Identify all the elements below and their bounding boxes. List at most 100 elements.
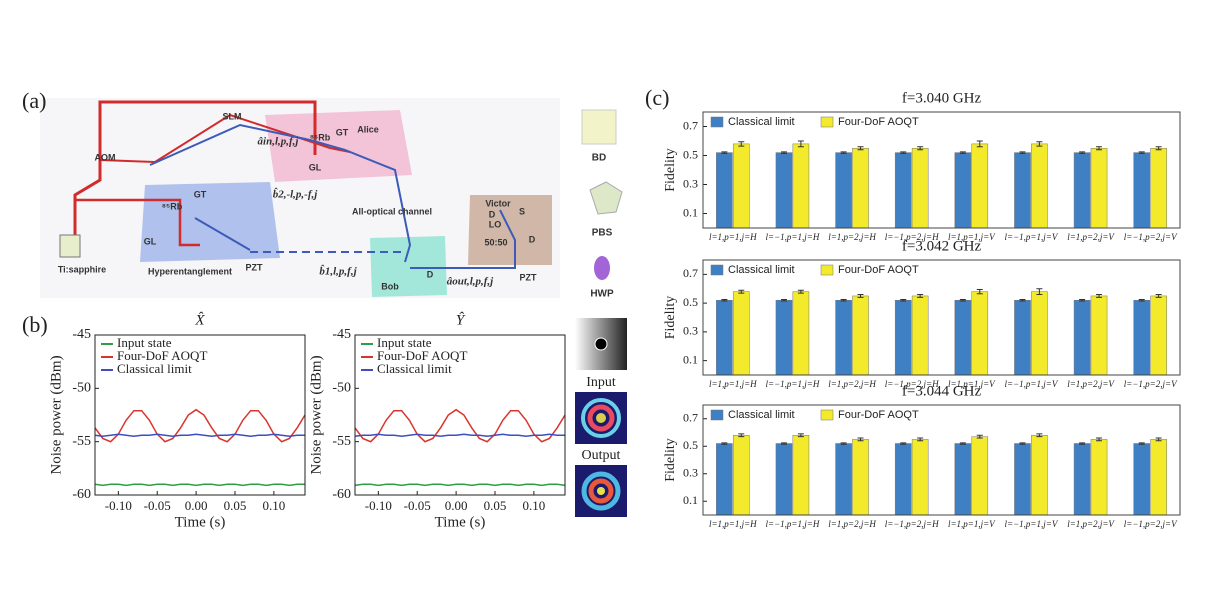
x-tick-label: l=1,p=1,j=H xyxy=(709,519,757,529)
x-tick-label: l=1,p=1,j=H xyxy=(709,379,757,389)
error-bar xyxy=(1019,151,1026,154)
diagram-label: SLM xyxy=(223,111,242,121)
y-tick-label: 0.7 xyxy=(683,118,698,132)
plot-frame xyxy=(354,334,566,496)
bar xyxy=(1150,148,1167,229)
bob-region xyxy=(370,236,447,297)
error-bar xyxy=(976,288,983,295)
bd-icon xyxy=(581,109,617,145)
bar xyxy=(971,143,989,229)
bar xyxy=(1150,439,1167,516)
diagram-label: 50:50 xyxy=(484,237,507,247)
y-tick-label: 0.1 xyxy=(683,493,698,507)
bar xyxy=(911,295,929,376)
error-bar xyxy=(959,442,966,445)
bar xyxy=(1090,148,1108,229)
output-image xyxy=(581,471,621,511)
error-bar xyxy=(797,433,804,438)
x-tick-label: l=−1,p=1,j=V xyxy=(1005,379,1059,389)
error-bar xyxy=(1036,141,1043,147)
legend-label: Classical limit xyxy=(377,361,452,376)
x-tick-label: 0.00 xyxy=(185,498,208,513)
bar xyxy=(1031,291,1048,376)
y-tick-label: 0.7 xyxy=(683,266,698,280)
diagram-label: GT xyxy=(336,127,349,137)
bar xyxy=(1133,300,1151,376)
error-bar xyxy=(721,151,728,154)
diagram-label: Alice xyxy=(357,124,379,134)
input-image xyxy=(581,398,621,438)
bar xyxy=(1014,152,1031,229)
bar xyxy=(852,148,869,229)
bar xyxy=(1133,152,1151,229)
y-tick-label: -55 xyxy=(332,434,351,449)
y-tick-label: -55 xyxy=(72,434,91,449)
y-axis-label: Noise power (dBm) xyxy=(308,355,324,474)
optical-path xyxy=(149,123,412,263)
bar xyxy=(792,291,810,376)
bar xyxy=(894,152,912,229)
y-tick-label: 0.3 xyxy=(683,176,698,190)
error-bar xyxy=(1036,288,1043,295)
legend-label: Classical limit xyxy=(117,361,192,376)
y-tick-label: -50 xyxy=(332,381,351,396)
error-bar xyxy=(840,151,847,154)
x-tick-label: l=−1,p=2,j=V xyxy=(1124,519,1178,529)
error-bar xyxy=(857,146,864,151)
legend-swatch xyxy=(820,116,834,128)
error-bar xyxy=(797,289,804,294)
error-bar xyxy=(738,433,745,438)
x-tick-label: l=1,p=2,j=V xyxy=(1067,519,1115,529)
x-tick-label: -0.05 xyxy=(144,498,171,513)
bar xyxy=(716,300,733,376)
legend-label: Classical limit xyxy=(728,264,795,276)
bar xyxy=(835,443,852,516)
bar xyxy=(1090,295,1108,376)
error-bar xyxy=(1096,294,1103,298)
legend-label: Classical limit xyxy=(728,116,795,128)
y-tick-label: 0.1 xyxy=(683,205,698,219)
diagram-label: All-optical channel xyxy=(352,206,432,216)
legend-swatch xyxy=(710,409,724,421)
bar xyxy=(971,436,989,516)
error-bar xyxy=(1079,299,1086,302)
error-bar xyxy=(721,442,728,445)
error-bar xyxy=(797,140,804,148)
series-line xyxy=(354,433,565,438)
legend-swatch xyxy=(820,409,834,421)
hwp-icon xyxy=(594,256,610,280)
bar xyxy=(1073,152,1091,229)
bar xyxy=(792,435,810,516)
x-axis-label: Time (s) xyxy=(175,514,226,530)
diagram-label: D xyxy=(529,234,536,244)
input-image xyxy=(596,413,606,423)
x-tick-label: l=1,p=2,j=H xyxy=(828,519,876,529)
error-bar xyxy=(959,151,966,154)
output-image xyxy=(588,478,614,504)
x-tick-label: l=−1,p=1,j=H xyxy=(766,519,820,529)
error-bar xyxy=(917,294,924,298)
error-bar xyxy=(857,437,864,442)
bar xyxy=(954,152,972,229)
error-bar xyxy=(976,140,983,148)
error-bar xyxy=(1079,151,1086,154)
diagram-label: ⁸⁵Rb xyxy=(162,201,183,211)
legend-label: Four-DoF AOQT xyxy=(838,409,919,421)
bar xyxy=(1150,295,1167,376)
bar xyxy=(732,435,750,516)
y-axis-label: Fidelity xyxy=(663,438,678,482)
panel-label: (b) xyxy=(22,312,48,337)
error-bar xyxy=(721,299,728,302)
image-label: Input xyxy=(586,375,616,390)
y-axis-label: Fidelity xyxy=(663,296,678,340)
legend-label: Classical limit xyxy=(728,409,795,421)
bar xyxy=(894,443,912,516)
y-tick-label: 0.5 xyxy=(683,147,698,161)
error-bar xyxy=(1138,299,1145,302)
chart-title: f=3.044 GHz xyxy=(902,383,982,399)
bar xyxy=(732,291,750,376)
bar xyxy=(1031,435,1048,516)
plot-frame xyxy=(702,259,1181,376)
laser-icon xyxy=(59,234,81,258)
legend-swatch xyxy=(710,116,724,128)
